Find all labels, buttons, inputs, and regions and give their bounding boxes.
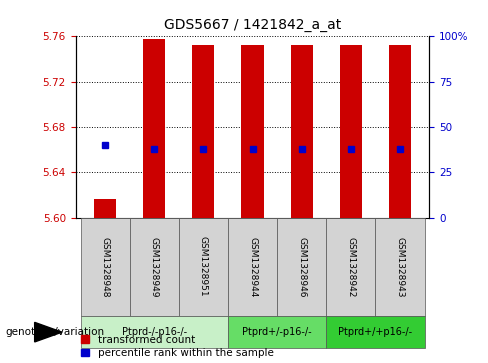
Text: GSM1328949: GSM1328949 bbox=[150, 237, 159, 297]
Bar bbox=[277, 218, 326, 316]
Legend: transformed count, percentile rank within the sample: transformed count, percentile rank withi… bbox=[81, 335, 273, 358]
Bar bbox=[291, 45, 313, 218]
Bar bbox=[81, 218, 130, 316]
Bar bbox=[143, 38, 165, 218]
Bar bbox=[192, 45, 214, 218]
Text: GSM1328951: GSM1328951 bbox=[199, 236, 208, 297]
Bar bbox=[81, 316, 228, 348]
Bar bbox=[94, 199, 116, 218]
Bar bbox=[242, 45, 264, 218]
Bar bbox=[389, 45, 411, 218]
Bar bbox=[326, 316, 425, 348]
Bar bbox=[326, 218, 375, 316]
Bar bbox=[228, 316, 326, 348]
Polygon shape bbox=[35, 322, 62, 342]
Text: GSM1328948: GSM1328948 bbox=[101, 237, 110, 297]
Text: Ptprd+/-p16-/-: Ptprd+/-p16-/- bbox=[243, 327, 312, 337]
Text: GSM1328942: GSM1328942 bbox=[346, 237, 355, 297]
Bar bbox=[228, 218, 277, 316]
Text: Ptprd-/-p16-/-: Ptprd-/-p16-/- bbox=[122, 327, 187, 337]
Text: GSM1328944: GSM1328944 bbox=[248, 237, 257, 297]
Bar bbox=[375, 218, 425, 316]
Bar bbox=[340, 45, 362, 218]
Bar bbox=[179, 218, 228, 316]
Text: GSM1328946: GSM1328946 bbox=[297, 237, 306, 297]
Title: GDS5667 / 1421842_a_at: GDS5667 / 1421842_a_at bbox=[164, 19, 341, 33]
Text: Ptprd+/+p16-/-: Ptprd+/+p16-/- bbox=[338, 327, 412, 337]
Bar bbox=[130, 218, 179, 316]
Text: genotype/variation: genotype/variation bbox=[5, 327, 104, 337]
Text: GSM1328943: GSM1328943 bbox=[395, 237, 405, 297]
